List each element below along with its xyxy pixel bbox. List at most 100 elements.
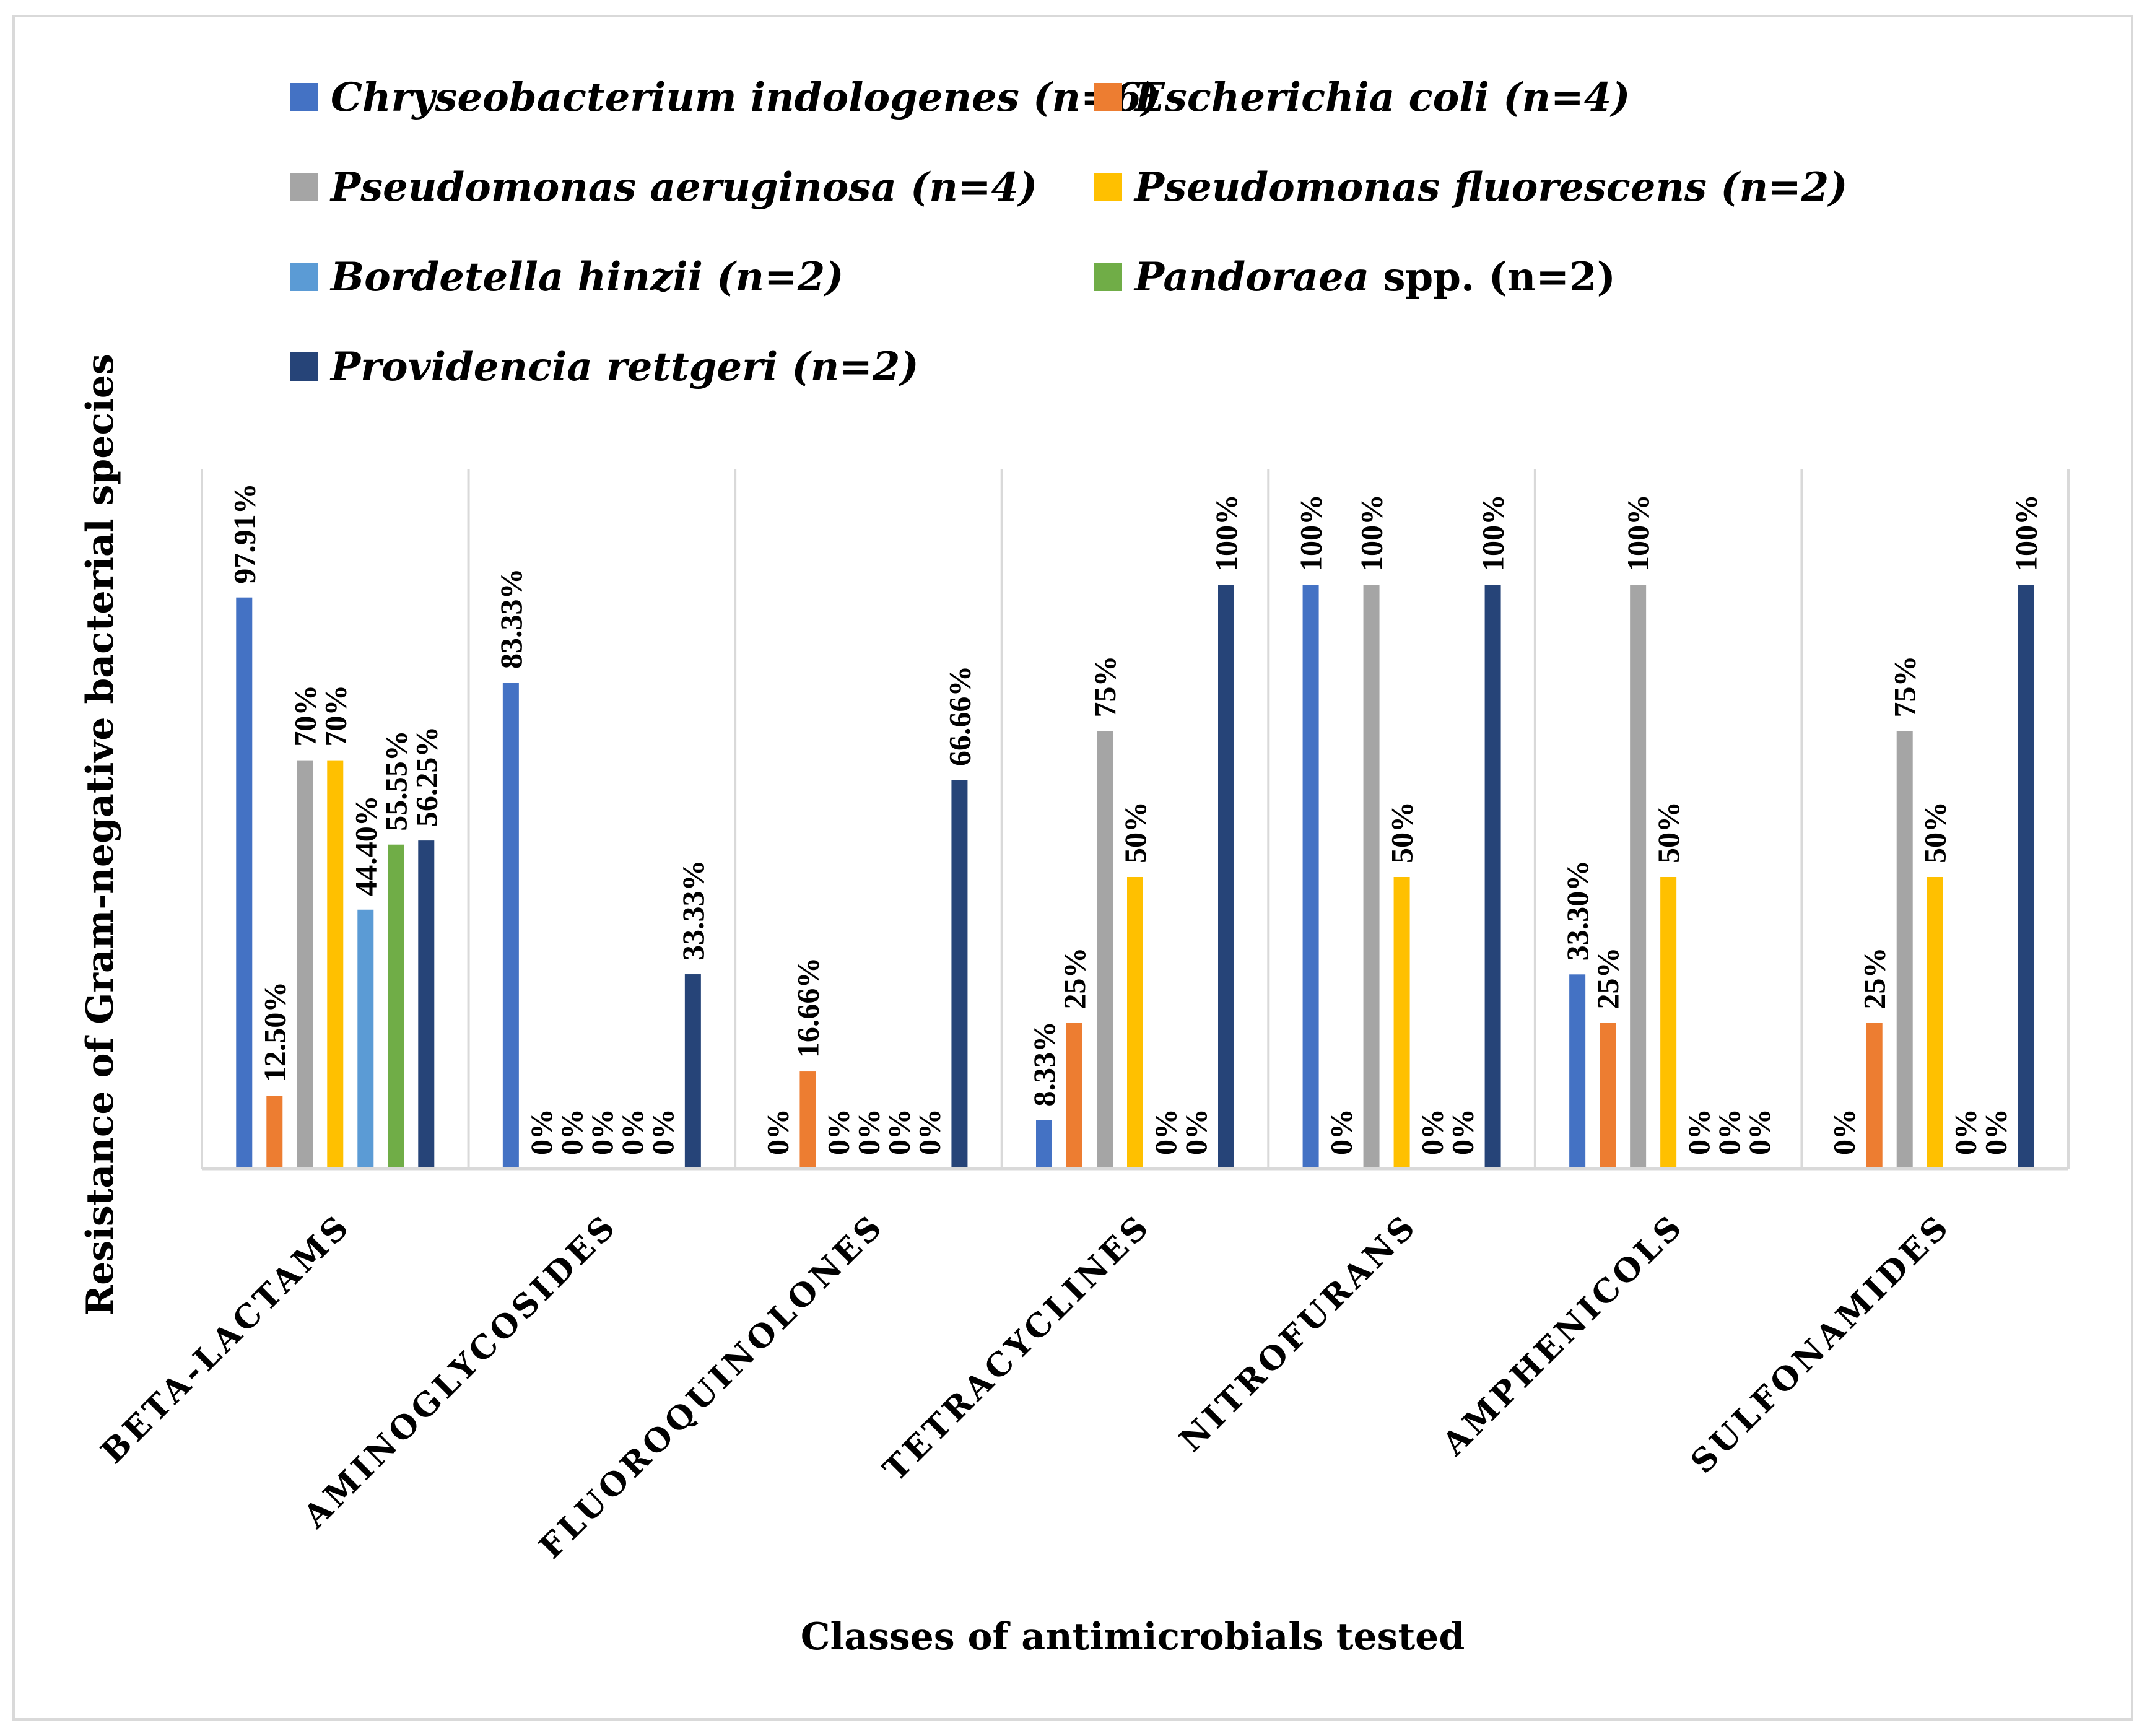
category-label: TETRACYCLINES [876, 1206, 1158, 1488]
data-label: 83.33% [494, 569, 528, 670]
data-label: 50% [1651, 801, 1686, 863]
data-label: 100% [1209, 494, 1243, 572]
data-label: 0% [524, 1109, 559, 1155]
bar [1630, 585, 1647, 1169]
data-label: 0% [1148, 1109, 1183, 1155]
data-label: 33.33% [676, 860, 710, 961]
legend-swatch [1094, 263, 1122, 291]
data-label: 25% [1590, 948, 1625, 1010]
data-label: 0% [615, 1109, 650, 1155]
data-label: 97.91% [227, 483, 261, 584]
data-label: 0% [554, 1109, 589, 1155]
legend-label: Escherichia coli (n=4) [1133, 74, 1630, 121]
data-label: 100% [1294, 494, 1328, 572]
data-label: 0% [1681, 1109, 1716, 1155]
data-label: 0% [585, 1109, 619, 1155]
legend-label-italic: Providencia rettgeri (n=2) [329, 344, 919, 390]
legend-item: Escherichia coli (n=4) [1094, 74, 1630, 121]
bar [1097, 731, 1113, 1169]
legend-label-italic: Bordetella hinzii (n=2) [329, 254, 844, 300]
legend-label: Pandoraea spp. (n=2) [1133, 254, 1616, 300]
data-label: 50% [1385, 801, 1419, 863]
x-axis-title: Classes of antimicrobials tested [801, 1615, 1465, 1659]
bar [1066, 1023, 1082, 1169]
data-label: 0% [645, 1109, 680, 1155]
legend-label: Bordetella hinzii (n=2) [329, 254, 844, 300]
legend-swatch [1094, 83, 1122, 111]
data-label: 0% [1742, 1109, 1777, 1155]
bar [2018, 585, 2034, 1169]
bar [357, 909, 374, 1169]
bar [297, 760, 313, 1169]
data-label: 0% [821, 1109, 855, 1155]
bar [1218, 585, 1234, 1169]
legend-label-italic: Pseudomonas aeruginosa (n=4) [329, 164, 1037, 211]
bar [1600, 1023, 1616, 1169]
bar [1660, 877, 1677, 1169]
data-label: 0% [912, 1109, 946, 1155]
bar [1036, 1120, 1052, 1169]
data-label: 100% [1621, 494, 1655, 572]
legend-item: Providencia rettgeri (n=2) [290, 344, 919, 390]
data-label: 0% [1445, 1109, 1480, 1155]
category-label: BETA-LACTAMS [94, 1206, 358, 1471]
bar [388, 844, 404, 1169]
category-separators [201, 469, 2070, 1169]
legend-label: Providencia rettgeri (n=2) [329, 344, 919, 390]
bar [418, 840, 435, 1169]
bar [1866, 1023, 1883, 1169]
data-label: 100% [1476, 494, 1510, 572]
bar [1363, 585, 1380, 1169]
bar [799, 1071, 816, 1169]
bars [236, 585, 2034, 1169]
legend-label: Pseudomonas fluorescens (n=2) [1133, 164, 1848, 211]
data-label: 25% [1057, 948, 1092, 1010]
legend-label-plain: spp. (n=2) [1369, 254, 1616, 300]
category-label: SULFONAMIDES [1684, 1206, 1958, 1481]
data-label: 0% [1415, 1109, 1450, 1155]
legend-swatch [290, 263, 318, 291]
category-label: AMINOGLYCOSIDES [295, 1206, 625, 1536]
legend-item: Pseudomonas fluorescens (n=2) [1094, 164, 1848, 211]
chart-frame: Chryseobacterium indologenes (n=6) Escher… [12, 15, 2133, 1721]
data-label: 0% [1178, 1109, 1213, 1155]
bar [266, 1096, 283, 1169]
bar [951, 780, 968, 1169]
y-axis-title: Resistance of Gram-negative bacterial sp… [79, 354, 122, 1316]
legend-label-italic: Escherichia coli (n=4) [1133, 74, 1630, 121]
data-label: 25% [1857, 948, 1892, 1010]
bar [1896, 731, 1913, 1169]
data-label: 44.40% [348, 795, 383, 896]
bar [1393, 877, 1410, 1169]
data-label: 75% [1888, 656, 1922, 718]
data-label: 50% [1918, 801, 1953, 863]
legend-label-italic: Chryseobacterium indologenes (n=6) [331, 74, 1160, 121]
legend-label-italic: Pandoraea [1133, 254, 1369, 300]
data-label: 0% [760, 1109, 795, 1155]
legend-swatch [290, 352, 318, 381]
data-label: 8.33% [1027, 1021, 1061, 1107]
bar [1927, 877, 1943, 1169]
bar [684, 974, 701, 1169]
data-label: 55.55% [378, 730, 413, 831]
legend-swatch [290, 83, 318, 111]
bar [1302, 585, 1319, 1169]
data-label: 12.50% [257, 982, 292, 1083]
category-label: AMPHENICOLS [1435, 1206, 1692, 1463]
data-label: 66.66% [942, 666, 977, 767]
data-labels: 97.91% 12.50% 70%70% 44.40%55.55%56.25% 83.3… [227, 483, 2043, 1155]
bar [1569, 974, 1586, 1169]
bar [236, 597, 253, 1169]
bar [1484, 585, 1501, 1169]
data-label: 0% [881, 1109, 916, 1155]
legend-label-italic: Pseudomonas fluorescens (n=2) [1133, 164, 1848, 211]
bar [1127, 877, 1143, 1169]
legend-label: Pseudomonas aeruginosa (n=4) [329, 164, 1037, 211]
legend-swatch [1094, 173, 1122, 201]
bar [502, 683, 519, 1169]
data-label: 56.25% [409, 726, 443, 827]
category-labels: BETA-LACTAMSAMINOGLYCOSIDESFLUOROQUINOLO… [94, 1206, 1958, 1566]
data-label: 0% [1979, 1109, 2013, 1155]
data-label: 0% [1324, 1109, 1359, 1155]
data-label: 100% [2009, 494, 2044, 572]
